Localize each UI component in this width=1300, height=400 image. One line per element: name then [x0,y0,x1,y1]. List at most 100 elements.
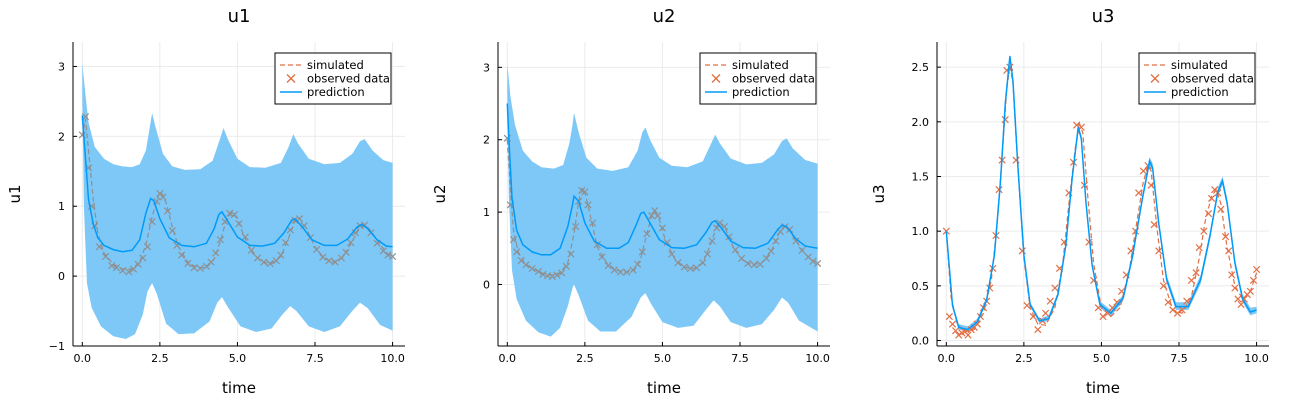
observed-point [674,259,682,267]
legend-observed-label: observed data [1171,72,1254,86]
observed-point [708,237,716,245]
x-tick-label: 2.5 [151,352,169,365]
observed-point [699,259,707,267]
observed-point [286,226,294,234]
legend-prediction-label: prediction [732,85,790,99]
observed-point [319,253,327,261]
x-tick-label: 5.0 [229,352,247,365]
chart-title: u3 [1092,6,1115,27]
observed-point [809,257,817,265]
observed-point [384,251,392,259]
observed-point [177,251,186,259]
legend-prediction-label: prediction [307,85,365,99]
observed-point [226,209,234,217]
observed-point [1085,238,1093,246]
observed-point [134,260,142,268]
observed-point [581,188,589,196]
observed-point [247,246,256,254]
observed-point [1221,233,1230,241]
observed-point [1237,300,1245,309]
y-tick-label: 2 [58,130,65,143]
observed-point [101,252,110,261]
legend-observed-label: observed data [307,72,390,86]
y-tick-label: 1.5 [912,171,930,184]
observed-point [119,266,127,275]
y-tick-label: 0 [58,270,65,283]
observed-point [772,237,780,245]
prediction-band [507,63,818,337]
observed-point [792,237,800,245]
x-tick-label: 0.0 [938,352,956,365]
y-tick-label: 3 [58,60,65,73]
observed-point [230,210,238,219]
x-tick-label: 2.5 [576,352,594,365]
observed-point [798,246,806,255]
observed-point [1231,284,1239,292]
subplot-u2: 0.0 2.5 5.0 7.5 10.0 0 1 2 3 u2 time u2 simulatedobs… [431,6,830,397]
observed-point [1159,282,1168,290]
observed-point [272,257,280,265]
observed-point [325,257,333,265]
legend-box [274,52,392,105]
observed-point [300,222,308,230]
observed-point [951,327,960,335]
observed-point [112,264,121,272]
observed-point [1228,271,1236,279]
y-tick-label: 1 [483,206,490,219]
observed-point [548,272,556,281]
observed-point [686,264,694,273]
y-axis-label: u1 [6,184,24,203]
observed-point [731,246,739,254]
observed-point [1001,116,1009,124]
observed-point [584,201,592,209]
observed-point [680,263,688,271]
x-tick-label: 7.5 [1170,352,1188,365]
observed-point [528,264,536,273]
observed-point [553,271,561,279]
observed-point [668,250,676,258]
legend-simulated-label: simulated [1171,58,1228,72]
observed-point [1192,269,1200,277]
observed-point [207,258,215,266]
observed-point [744,259,752,268]
observed-point [539,270,547,278]
observed-point [1150,220,1158,229]
observed-point [1173,309,1182,317]
observed-point [509,235,518,244]
observed-point [1023,301,1031,310]
observed-point [148,217,156,226]
observed-point [638,248,646,256]
y-tick-label: 1 [58,200,65,213]
observed-point [143,243,152,251]
observed-point [277,251,285,259]
y-axis-label: u2 [431,184,449,203]
legend-prediction-label: prediction [1171,85,1229,99]
observed-point [1217,205,1225,213]
observed-point [184,259,192,268]
observed-point [168,227,176,235]
y-tick-label: 0.0 [912,335,930,348]
observed-point [266,259,274,268]
y-tick-label: 0 [483,278,490,291]
observed-point [604,262,612,270]
observed-point [522,261,530,269]
observed-point [1147,181,1155,189]
observed-point [964,331,972,339]
y-tick-label: −1 [49,340,65,353]
legend-box [1138,52,1256,105]
y-axis-label: u3 [870,184,888,203]
observed-point [589,219,597,227]
observed-data [78,113,397,276]
observed-point [351,229,359,237]
observed-point [260,258,268,266]
observed-point [562,262,570,271]
legend-observed-swatch [286,74,296,83]
observed-point [1046,297,1054,305]
legend-simulated-label: simulated [732,58,789,72]
x-tick-label: 2.5 [1015,352,1033,365]
observed-point [942,227,950,235]
observed-point [647,212,656,220]
observed-point [973,320,981,328]
observed-point [1164,298,1172,306]
